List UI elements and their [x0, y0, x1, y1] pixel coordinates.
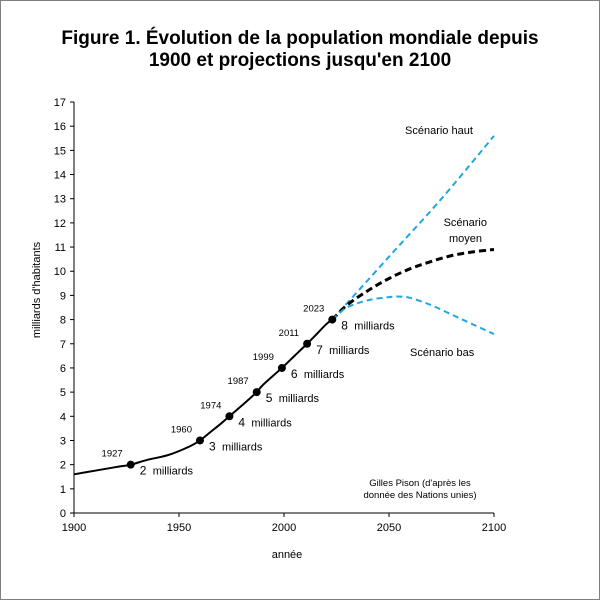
series-line-scenario-haut	[331, 135, 495, 321]
milestone-year-label: 2023	[303, 304, 324, 315]
milestone-unit-label: milliards	[222, 441, 263, 453]
milestone-point	[196, 436, 204, 445]
x-tick-label: 2000	[272, 522, 296, 534]
scenario-bas-label: Scénario bas	[410, 347, 475, 359]
chart-title-line-2: 1900 et projections jusqu'en 2100	[148, 50, 452, 71]
y-tick-label: 14	[54, 170, 66, 182]
y-axis-label: milliards d'habitants	[31, 241, 43, 338]
milestone-year-label: 1999	[253, 352, 274, 363]
milestone-unit-label: milliards	[279, 393, 320, 405]
milestone-unit-label: milliards	[304, 369, 345, 381]
source-note-line-1: Gilles Pison (d'après les	[369, 478, 471, 489]
y-tick-label: 1	[60, 484, 66, 496]
y-tick-label: 17	[54, 97, 66, 109]
milestone-unit-label: milliards	[251, 417, 292, 429]
y-tick-label: 2	[60, 460, 66, 472]
y-tick-label: 3	[60, 435, 66, 447]
y-tick-label: 7	[60, 339, 66, 351]
milestone-point	[277, 363, 286, 372]
y-tick-label: 9	[60, 290, 66, 302]
source-note-line-2: donnée des Nations unies)	[363, 490, 476, 501]
y-tick-label: 0	[60, 508, 66, 520]
milestone-point	[126, 460, 135, 469]
milestone-layer: 1927 2 milliards 1960 3 milliards 1974 4 milliar…	[102, 304, 396, 478]
series-line-scenario-moyen	[331, 247, 495, 321]
milestone-point	[303, 339, 312, 348]
y-tick-label: 16	[54, 121, 66, 133]
y-tick-label: 10	[54, 266, 66, 278]
milestone-number-label: 6	[291, 367, 298, 381]
milestone-number-label: 5	[266, 391, 273, 405]
milestone-year-label: 2011	[279, 328, 299, 339]
scenario-moyen-label-line-2: moyen	[449, 233, 482, 245]
y-tick-label: 5	[60, 387, 66, 399]
scenario-haut-label: Scénario haut	[405, 125, 473, 137]
chart-title: Figure 1. Évolution de la population mon…	[40, 28, 560, 72]
milestone-year-label: 1987	[228, 376, 249, 387]
milestone-unit-label: milliards	[354, 321, 395, 333]
series-line-scenario-bas	[331, 295, 495, 335]
milestone-number-label: 4	[238, 415, 245, 429]
x-tick-label: 1900	[62, 522, 86, 534]
milestone-unit-label: milliards	[153, 466, 194, 478]
x-tick-label: 2100	[482, 522, 506, 534]
milestone-point	[225, 412, 234, 421]
scenario-moyen-label-line-1: Scénario	[444, 217, 487, 229]
chart-title-line-1: Figure 1. Évolution de la population mon…	[61, 28, 539, 49]
x-tick-label: 2050	[377, 522, 401, 534]
milestone-number-label: 8	[341, 319, 348, 333]
milestone-year-label: 1960	[171, 424, 192, 435]
y-tick-label: 11	[55, 242, 66, 254]
x-axis-label: année	[272, 549, 303, 561]
milestone-number-label: 2	[140, 464, 147, 478]
milestone-year-label: 1927	[102, 449, 123, 460]
axes	[73, 102, 494, 514]
y-tick-label: 12	[54, 218, 66, 230]
y-tick-label: 6	[60, 363, 66, 375]
y-tick-label: 8	[60, 315, 66, 327]
y-tick-label: 15	[54, 145, 66, 157]
milestone-number-label: 7	[316, 343, 323, 357]
milestone-unit-label: milliards	[329, 345, 370, 357]
milestone-point	[252, 388, 261, 397]
milestone-number-label: 3	[209, 439, 216, 453]
y-tick-label: 4	[60, 411, 66, 423]
y-tick-label: 13	[54, 194, 66, 206]
x-tick-label: 1950	[167, 522, 191, 534]
milestone-point	[328, 315, 337, 324]
milestone-year-label: 1974	[200, 400, 221, 411]
